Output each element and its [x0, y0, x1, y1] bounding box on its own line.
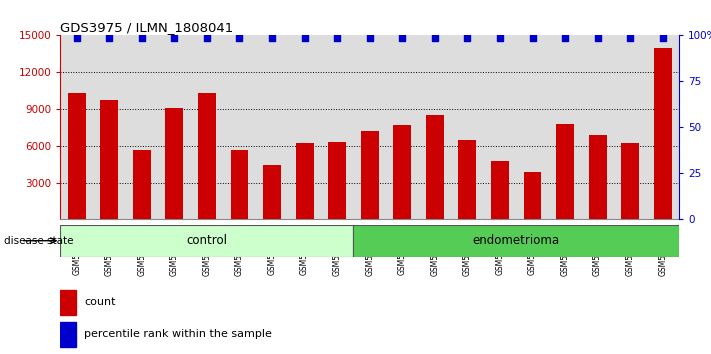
Bar — [491, 161, 509, 219]
Point — [169, 35, 180, 41]
Text: GDS3975 / ILMN_1808041: GDS3975 / ILMN_1808041 — [60, 21, 234, 34]
Bar — [589, 135, 606, 219]
Bar — [191, 35, 223, 219]
Bar — [296, 143, 314, 219]
Bar — [426, 115, 444, 219]
Point — [104, 35, 115, 41]
Bar — [393, 125, 411, 219]
Bar — [126, 35, 158, 219]
Bar — [166, 108, 183, 219]
Bar — [223, 35, 256, 219]
Bar — [459, 140, 476, 219]
Bar — [646, 35, 679, 219]
Bar — [451, 35, 483, 219]
Point — [560, 35, 571, 41]
Point — [267, 35, 278, 41]
Point — [201, 35, 213, 41]
Bar — [60, 322, 76, 347]
Point — [71, 35, 82, 41]
Bar — [93, 35, 126, 219]
Point — [299, 35, 310, 41]
Point — [429, 35, 441, 41]
Text: endometrioma: endometrioma — [473, 234, 560, 247]
Text: disease state: disease state — [4, 236, 73, 246]
Bar — [198, 93, 216, 219]
Bar — [230, 149, 248, 219]
Bar — [614, 35, 646, 219]
Bar — [654, 48, 672, 219]
Bar — [60, 290, 76, 315]
Bar — [328, 142, 346, 219]
Point — [461, 35, 473, 41]
Bar — [68, 93, 85, 219]
Point — [657, 35, 668, 41]
Point — [364, 35, 375, 41]
Bar — [556, 124, 574, 219]
Bar — [516, 35, 549, 219]
Point — [136, 35, 147, 41]
Point — [331, 35, 343, 41]
Bar — [549, 35, 582, 219]
Bar — [289, 35, 321, 219]
Bar — [158, 35, 191, 219]
Bar — [621, 143, 639, 219]
Point — [592, 35, 604, 41]
Bar — [419, 35, 451, 219]
Bar — [582, 35, 614, 219]
Text: control: control — [186, 234, 228, 247]
Bar — [100, 101, 118, 219]
Point — [234, 35, 245, 41]
Bar — [133, 149, 151, 219]
Text: count: count — [84, 297, 115, 307]
Bar — [483, 35, 516, 219]
Bar — [321, 35, 353, 219]
Bar — [353, 225, 679, 257]
Bar — [60, 225, 353, 257]
Bar — [256, 35, 289, 219]
Text: percentile rank within the sample: percentile rank within the sample — [84, 329, 272, 339]
Bar — [523, 172, 542, 219]
Point — [494, 35, 506, 41]
Bar — [353, 35, 386, 219]
Point — [624, 35, 636, 41]
Bar — [263, 165, 281, 219]
Bar — [386, 35, 419, 219]
Point — [527, 35, 538, 41]
Point — [397, 35, 408, 41]
Bar — [60, 35, 93, 219]
Bar — [360, 131, 379, 219]
